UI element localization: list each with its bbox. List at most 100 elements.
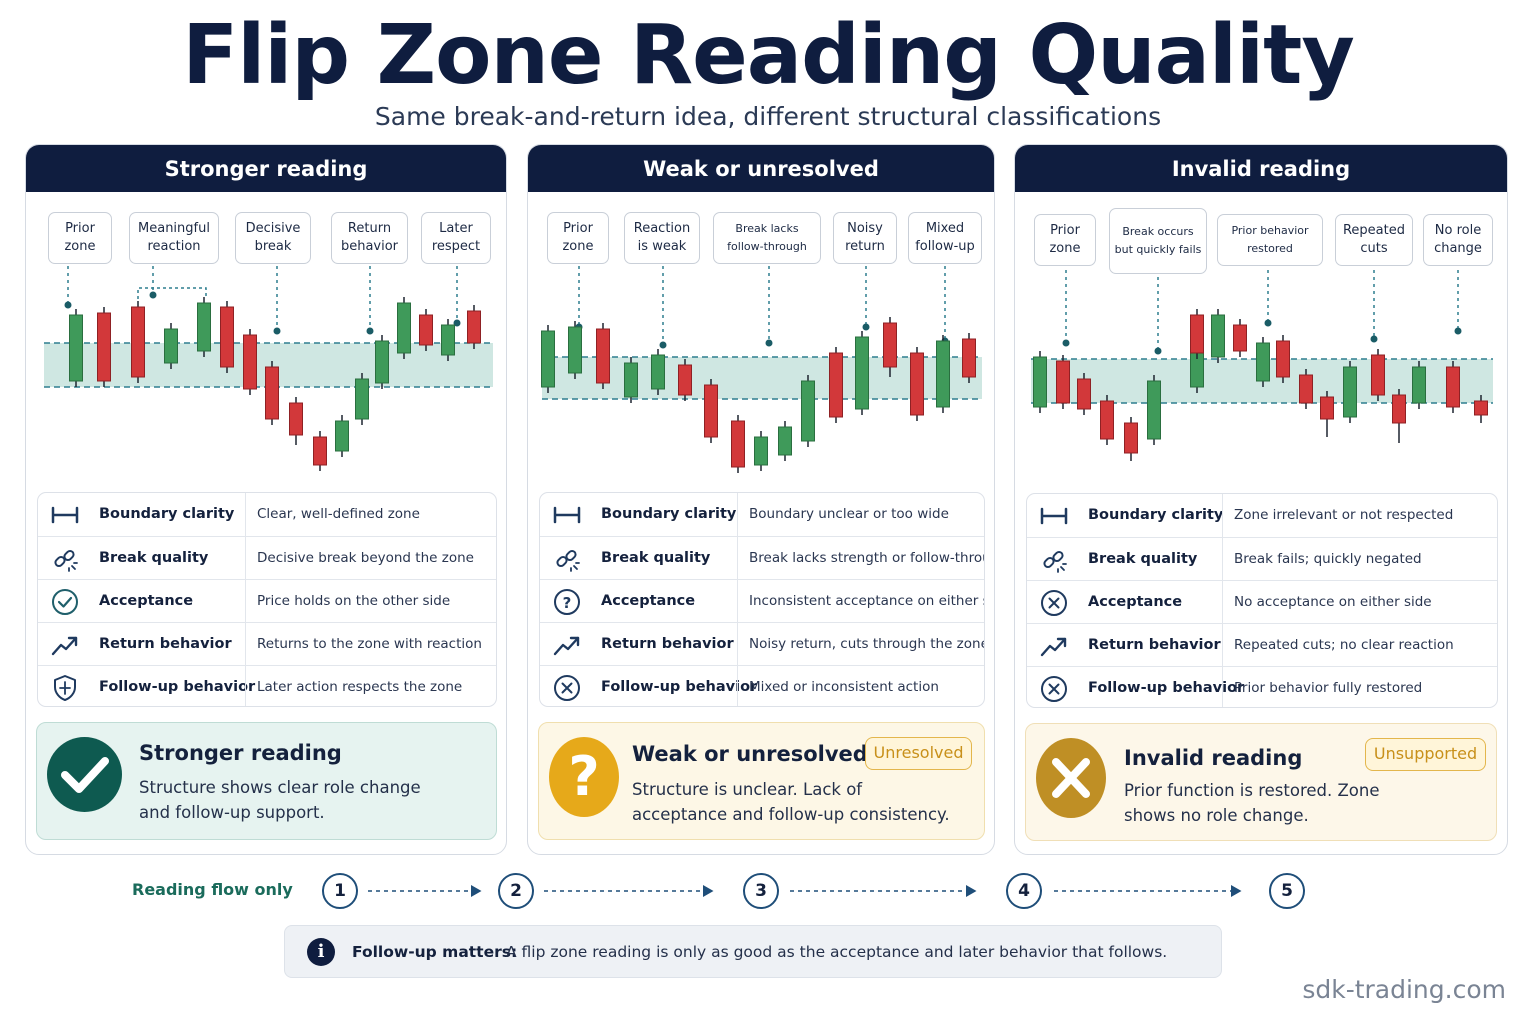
criteria-name: Acceptance <box>601 593 696 609</box>
criteria-description: Repeated cuts; no clear reaction <box>1234 637 1454 653</box>
criteria-name: Acceptance <box>1088 594 1183 610</box>
criteria-row: Return behavior Repeated cuts; no clear r… <box>1027 623 1497 667</box>
criteria-description: Mixed or inconsistent action <box>749 679 939 695</box>
column-divider <box>1222 538 1223 581</box>
boundary-icon <box>552 500 582 530</box>
criteria-name: Return behavior <box>601 636 734 652</box>
panel-weak-or-unresolved: Weak or unresolved Prior zone Reaction is… <box>527 144 995 855</box>
info-icon: i <box>307 938 335 966</box>
verdict-card: Stronger reading Structure shows clear r… <box>36 722 497 840</box>
column-divider <box>1222 624 1223 667</box>
criteria-description: Zone irrelevant or not respected <box>1234 507 1454 523</box>
bearish-candle <box>1056 360 1070 404</box>
bullish-candle <box>197 302 211 352</box>
bullish-candle <box>355 378 369 420</box>
bullish-candle <box>335 420 349 452</box>
criteria-row: Acceptance Price holds on the other side <box>38 579 496 623</box>
phase-label: No role change <box>1423 214 1493 266</box>
bearish-candle <box>883 322 897 368</box>
phase-label: Prior behavior restored <box>1217 214 1323 266</box>
panel-stronger-reading: Stronger reading Prior zone Meaningful re… <box>25 144 507 855</box>
bullish-candle <box>1211 314 1225 358</box>
bullish-candle <box>164 328 178 364</box>
candlestick-chart <box>1031 270 1493 461</box>
boundary-icon <box>50 500 80 530</box>
question-circle-icon: ? <box>552 587 582 617</box>
x-circle-icon <box>552 673 582 703</box>
bearish-candle <box>1100 400 1114 440</box>
phase-label: Reaction is weak <box>624 212 700 264</box>
bearish-candle <box>1233 324 1247 352</box>
column-divider <box>737 580 738 623</box>
verdict-title: Invalid reading <box>1124 746 1303 770</box>
bearish-candle <box>704 384 718 438</box>
phase-label: Break occurs but quickly fails <box>1109 208 1207 274</box>
bearish-candle <box>289 402 303 436</box>
trend-up-icon <box>1039 631 1069 661</box>
criteria-name: Return behavior <box>99 636 232 652</box>
pointer-dot <box>1370 335 1378 343</box>
criteria-description: Decisive break beyond the zone <box>257 550 474 566</box>
svg-text:?: ? <box>563 594 572 612</box>
criteria-name: Follow-up behavior <box>601 679 758 695</box>
flow-step-4: 4 <box>1006 873 1042 909</box>
bearish-candle <box>97 312 111 382</box>
trend-up-icon <box>552 630 582 660</box>
pointer-dot <box>273 327 281 335</box>
criteria-name: Follow-up behavior <box>1088 680 1245 696</box>
pointer-dot <box>659 341 667 349</box>
bearish-candle <box>1446 366 1460 408</box>
column-divider <box>245 537 246 580</box>
bearish-candle <box>829 352 843 418</box>
criteria-name: Boundary clarity <box>1088 507 1224 523</box>
flow-arrows <box>368 885 1242 897</box>
phase-label: Decisive break <box>235 212 311 264</box>
boundary-icon <box>1039 501 1069 531</box>
criteria-name: Boundary clarity <box>601 506 737 522</box>
column-divider <box>245 623 246 666</box>
criteria-row: Boundary clarity Clear, well-defined zone <box>38 493 496 536</box>
flip-zone-band <box>542 357 982 399</box>
flow-label: Reading flow only <box>132 880 293 899</box>
flow-step-1: 1 <box>322 873 358 909</box>
phase-label: Meaningful reaction <box>129 212 219 264</box>
bearish-candle <box>910 352 924 416</box>
bullish-candle <box>651 354 665 390</box>
bearish-candle <box>419 314 433 346</box>
criteria-description: Noisy return, cuts through the zone <box>749 636 985 652</box>
column-divider <box>737 666 738 706</box>
bullish-candle <box>855 336 869 410</box>
trend-up-icon <box>50 630 80 660</box>
bullish-candle <box>1256 342 1270 382</box>
criteria-description: Price holds on the other side <box>257 593 451 609</box>
bullish-candle <box>375 340 389 384</box>
bearish-candle <box>243 334 257 390</box>
verdict-title: Stronger reading <box>139 741 342 765</box>
verdict-card: Invalid reading Unsupported Prior functi… <box>1025 723 1497 841</box>
criteria-description: Clear, well-defined zone <box>257 506 420 522</box>
column-divider <box>737 493 738 536</box>
info-note: i Follow-up matters: A flip zone reading… <box>284 925 1222 978</box>
criteria-description: Boundary unclear or too wide <box>749 506 949 522</box>
panel-header: Invalid reading <box>1015 145 1507 192</box>
link-break-icon <box>1039 545 1069 575</box>
bearish-candle <box>596 328 610 384</box>
bullish-candle <box>441 324 455 356</box>
bearish-candle <box>1474 400 1488 416</box>
pointer-dot <box>453 319 461 327</box>
candlestick-chart <box>44 266 493 471</box>
criteria-row: Follow-up behavior Prior behavior fully r… <box>1027 666 1497 707</box>
criteria-row: Follow-up behavior Later action respects … <box>38 665 496 706</box>
bearish-candle <box>731 420 745 468</box>
note-text: A flip zone reading is only as good as t… <box>506 943 1168 961</box>
criteria-description: Returns to the zone with reaction <box>257 636 482 652</box>
panel-header: Stronger reading <box>26 145 506 192</box>
criteria-table: Boundary clarity Boundary unclear or too … <box>539 492 985 707</box>
status-badge: Unsupported <box>1365 738 1486 771</box>
bullish-candle <box>1412 366 1426 404</box>
bullish-candle <box>1147 380 1161 440</box>
column-divider <box>245 666 246 706</box>
check-circle-icon <box>50 587 80 617</box>
criteria-row: ? Acceptance Inconsistent acceptance on ei… <box>540 579 984 623</box>
phase-label: Return behavior <box>331 212 408 264</box>
